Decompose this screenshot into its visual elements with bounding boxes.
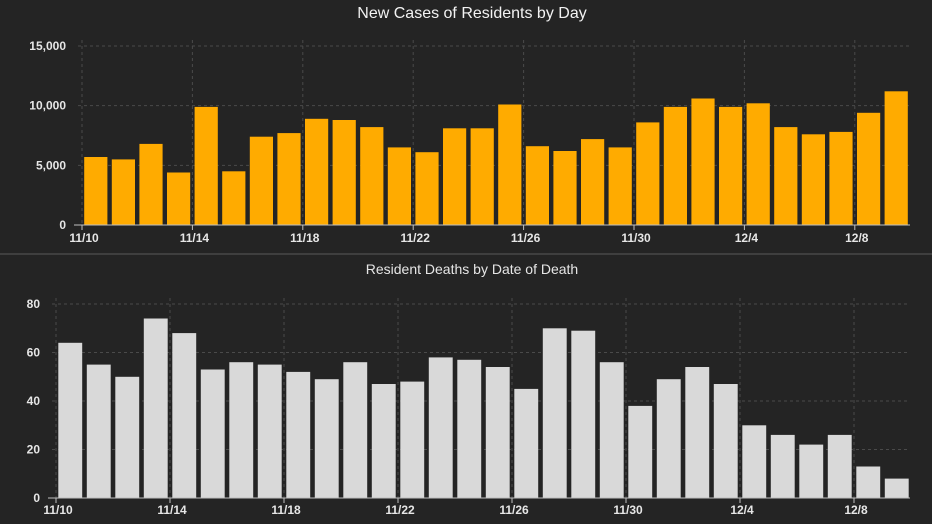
deaths-bar-11-11 bbox=[86, 364, 111, 498]
cases-bar-11-23 bbox=[443, 128, 467, 225]
cases-bar-11-25 bbox=[498, 104, 522, 225]
cases-bar-12-6 bbox=[801, 134, 825, 225]
deaths-x-tick-label: 12/4 bbox=[730, 503, 754, 517]
deaths-bar-11-16 bbox=[229, 362, 254, 498]
deaths-x-tick-label: 11/30 bbox=[613, 503, 643, 517]
deaths-bar-11-18 bbox=[286, 371, 311, 498]
cases-x-tick-label: 11/18 bbox=[290, 231, 320, 245]
cases-bar-11-12 bbox=[139, 143, 163, 225]
deaths-bar-11-27 bbox=[542, 328, 567, 499]
cases-bar-11-21 bbox=[387, 147, 411, 225]
deaths-chart: Resident Deaths by Date of Death 0 20 40 60… bbox=[27, 261, 910, 517]
cases-bar-11-29 bbox=[608, 147, 632, 225]
cases-x-tick-label: 12/8 bbox=[845, 231, 869, 245]
deaths-bar-11-12 bbox=[115, 376, 140, 499]
deaths-y-tick-label: 0 bbox=[33, 491, 40, 505]
deaths-bar-11-19 bbox=[314, 379, 339, 498]
deaths-bar-11-21 bbox=[371, 384, 396, 498]
deaths-bar-12-9 bbox=[884, 478, 909, 498]
deaths-bar-12-2 bbox=[685, 367, 710, 498]
cases-bar-11-14 bbox=[194, 106, 218, 225]
cases-x-tick-label: 12/4 bbox=[735, 231, 759, 245]
deaths-bar-11-25 bbox=[485, 367, 510, 498]
cases-bar-11-27 bbox=[553, 151, 577, 225]
deaths-bar-11-20 bbox=[343, 362, 368, 498]
deaths-bar-11-23 bbox=[428, 357, 453, 498]
cases-x-tick-label: 11/10 bbox=[69, 231, 99, 245]
cases-bar-11-11 bbox=[111, 159, 135, 225]
deaths-bar-11-29 bbox=[599, 362, 624, 498]
deaths-bar-12-3 bbox=[713, 384, 738, 498]
deaths-y-tick-label: 60 bbox=[27, 346, 41, 360]
cases-y-tick-label: 5,000 bbox=[36, 158, 66, 172]
cases-bar-11-10 bbox=[84, 157, 108, 225]
cases-bar-11-13 bbox=[167, 172, 191, 225]
cases-bar-12-1 bbox=[663, 106, 687, 225]
deaths-x-tick-label: 11/18 bbox=[271, 503, 301, 517]
cases-x-tick-label: 11/30 bbox=[621, 231, 651, 245]
deaths-y-tick-label: 40 bbox=[27, 394, 41, 408]
cases-bar-11-16 bbox=[249, 136, 273, 225]
cases-bar-12-5 bbox=[774, 127, 798, 225]
deaths-chart-title: Resident Deaths by Date of Death bbox=[366, 261, 578, 277]
cases-bar-11-22 bbox=[415, 152, 439, 225]
cases-y-tick-label: 0 bbox=[59, 218, 66, 232]
deaths-x-tick-label: 11/22 bbox=[385, 503, 415, 517]
deaths-bar-11-15 bbox=[200, 369, 225, 498]
cases-bar-11-24 bbox=[470, 128, 494, 225]
cases-bar-11-20 bbox=[360, 127, 384, 225]
deaths-bar-12-8 bbox=[856, 466, 881, 498]
deaths-bar-11-28 bbox=[571, 330, 596, 498]
cases-bar-11-28 bbox=[581, 139, 605, 225]
deaths-bar-12-4 bbox=[742, 425, 767, 499]
deaths-bar-12-6 bbox=[799, 444, 824, 498]
cases-bar-11-19 bbox=[332, 120, 356, 225]
cases-x-tick-label: 11/22 bbox=[401, 231, 431, 245]
cases-bar-11-15 bbox=[222, 171, 246, 225]
cases-x-tick-label: 11/14 bbox=[180, 231, 210, 245]
deaths-x-tick-label: 11/10 bbox=[43, 503, 73, 517]
deaths-bar-12-7 bbox=[827, 434, 852, 498]
deaths-y-tick-label: 80 bbox=[27, 297, 41, 311]
deaths-bar-11-26 bbox=[514, 388, 539, 498]
deaths-bar-11-22 bbox=[400, 381, 425, 498]
deaths-bar-11-17 bbox=[257, 364, 282, 498]
deaths-bar-12-5 bbox=[770, 434, 795, 498]
cases-bar-12-7 bbox=[829, 131, 853, 225]
cases-bar-11-30 bbox=[636, 122, 660, 225]
deaths-bar-11-13 bbox=[143, 318, 168, 498]
cases-bar-12-3 bbox=[719, 106, 743, 225]
cases-chart: New Cases of Residents by Day 0 5,000 10,0… bbox=[29, 5, 910, 245]
cases-bar-11-18 bbox=[305, 118, 329, 225]
deaths-x-tick-label: 12/8 bbox=[844, 503, 868, 517]
cases-chart-title: New Cases of Residents by Day bbox=[357, 5, 586, 22]
deaths-y-tick-label: 20 bbox=[27, 443, 41, 457]
cases-bar-12-8 bbox=[857, 112, 881, 225]
cases-bar-12-9 bbox=[884, 91, 908, 225]
deaths-bar-12-1 bbox=[656, 379, 681, 498]
deaths-bar-11-30 bbox=[628, 405, 653, 498]
deaths-bar-11-24 bbox=[457, 359, 482, 498]
deaths-bar-11-10 bbox=[58, 342, 83, 498]
deaths-x-tick-label: 11/14 bbox=[157, 503, 187, 517]
cases-y-tick-label: 15,000 bbox=[29, 39, 66, 53]
cases-x-tick-label: 11/26 bbox=[511, 231, 541, 245]
deaths-bar-11-14 bbox=[172, 333, 197, 498]
cases-bar-11-17 bbox=[277, 133, 301, 225]
cases-y-tick-label: 10,000 bbox=[29, 99, 66, 113]
cases-bar-12-4 bbox=[746, 103, 770, 225]
cases-bar-11-26 bbox=[525, 146, 549, 225]
deaths-x-tick-label: 11/26 bbox=[499, 503, 529, 517]
cases-bar-12-2 bbox=[691, 98, 715, 225]
